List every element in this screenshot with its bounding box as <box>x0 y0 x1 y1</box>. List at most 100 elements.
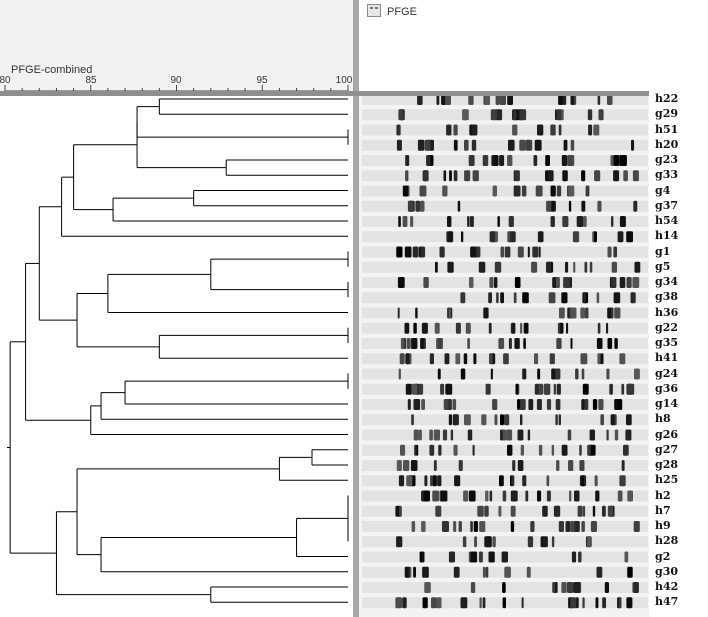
gel-band <box>433 429 440 441</box>
gel-band <box>556 185 562 197</box>
gel-band <box>587 444 591 456</box>
gel-band <box>414 444 417 456</box>
gel-band <box>489 353 493 365</box>
gel-band <box>526 566 531 578</box>
lane-label: g22 <box>655 320 678 334</box>
gel-band <box>488 536 492 548</box>
gel-band <box>593 124 600 136</box>
gel-band <box>494 155 499 166</box>
gel-band <box>563 277 570 288</box>
gel-band <box>511 322 516 334</box>
gel-band <box>420 338 425 349</box>
gel-band <box>426 155 431 166</box>
gel-band <box>489 231 496 243</box>
lane-label: h22 <box>655 92 679 105</box>
gel-band <box>607 246 612 258</box>
gel-band <box>497 216 500 227</box>
gel-band <box>508 338 512 349</box>
gel-band <box>429 429 433 441</box>
lane-label: h8 <box>655 412 671 426</box>
gel-band <box>400 444 406 456</box>
gel-band <box>436 597 442 609</box>
gel-band <box>566 322 569 334</box>
gel-band <box>607 94 613 105</box>
gel-band <box>561 155 568 166</box>
gel-band <box>520 444 524 456</box>
gel-lane <box>362 368 648 380</box>
gel-band <box>429 444 435 456</box>
gel-band <box>577 505 583 517</box>
gel-lane <box>362 460 648 471</box>
gel-band <box>619 475 626 487</box>
gel-band <box>452 399 457 410</box>
lane-label: g23 <box>655 153 678 166</box>
gel-band <box>411 414 414 426</box>
gel-band <box>614 307 621 319</box>
gel-band <box>627 566 633 578</box>
panel-splitter[interactable] <box>353 0 359 617</box>
gel-band <box>424 582 431 593</box>
lane-label: g27 <box>655 442 678 456</box>
gel-lane <box>362 246 648 258</box>
gel-lane <box>362 170 648 182</box>
gel-band <box>504 566 511 578</box>
gel-band <box>502 490 507 502</box>
gel-band <box>606 322 609 334</box>
gel-lane <box>362 231 648 243</box>
gel-lane-icon[interactable] <box>367 4 381 17</box>
gel-band <box>567 429 572 441</box>
gel-band <box>534 139 542 151</box>
gel-band <box>538 246 541 258</box>
lane-label: g5 <box>655 259 671 273</box>
gel-band <box>625 429 632 441</box>
gel-band <box>405 353 410 365</box>
gel-band <box>490 368 493 380</box>
gel-band <box>551 444 555 456</box>
gel-band <box>546 261 551 273</box>
gel-band <box>443 399 448 410</box>
gel-band <box>527 536 534 548</box>
gel-band <box>410 460 418 471</box>
lane-label: g30 <box>655 564 678 578</box>
lane-label: h47 <box>655 595 679 609</box>
gel-band <box>590 521 597 532</box>
lane-label: g28 <box>655 458 678 471</box>
gel-band <box>453 444 458 456</box>
gel-band <box>562 216 569 227</box>
gel-band <box>432 490 439 502</box>
gel-band <box>582 597 585 609</box>
gel-lane <box>362 521 648 532</box>
gel-band <box>556 109 563 121</box>
gel-lane <box>362 139 648 151</box>
gel-band <box>568 185 575 197</box>
gel-band <box>477 505 484 517</box>
gel-band <box>453 170 458 182</box>
scale-label-100: 100 <box>335 75 353 86</box>
gel-band <box>613 170 620 182</box>
gel-band <box>633 200 638 212</box>
gel-band <box>581 399 585 410</box>
gel-band <box>452 414 459 426</box>
gel-band <box>570 521 574 532</box>
gel-band <box>471 551 478 563</box>
gel-band <box>532 246 539 258</box>
lane-label: h14 <box>655 229 679 243</box>
gel-band <box>596 292 600 304</box>
gel-band <box>402 216 408 227</box>
gel-band <box>454 475 461 487</box>
gel-band <box>570 139 575 151</box>
gel-lane <box>362 185 648 197</box>
gel-band <box>467 338 470 349</box>
gel-band <box>525 490 529 502</box>
gel-band <box>479 597 482 609</box>
gel-band <box>619 277 626 288</box>
gel-lane <box>362 322 648 334</box>
gel-band <box>527 246 530 258</box>
gel-band <box>511 475 515 487</box>
gel-band <box>495 94 500 105</box>
gel-band <box>418 429 422 441</box>
gel-band <box>582 383 589 395</box>
gel-band <box>419 551 423 563</box>
experiment-title: PFGE-combined <box>11 64 93 76</box>
gel-band <box>607 338 613 349</box>
